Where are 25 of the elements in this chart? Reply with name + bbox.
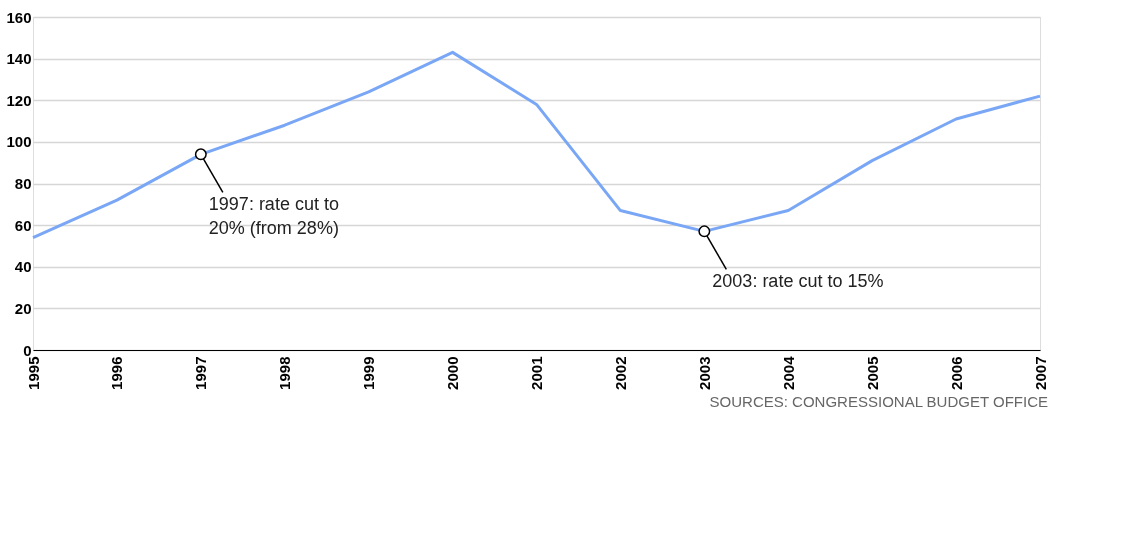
x-tick-label: 1999	[360, 356, 378, 390]
x-tick-label: 2001	[528, 356, 545, 390]
y-tick-label: 60	[14, 216, 32, 234]
annotation: 1997: rate cut to 20% (from 28%)	[208, 194, 339, 239]
y-tick-label: 80	[14, 175, 32, 192]
y-tick-label: 100	[6, 133, 32, 151]
x-tick-label: 1998	[276, 356, 294, 390]
x-tick-label: 1995	[24, 356, 42, 390]
y-tick-label: 40	[14, 258, 32, 276]
y-tick-label: 120	[6, 91, 32, 109]
x-tick-label: 2003	[695, 356, 713, 390]
line-series	[31, 50, 1042, 240]
y-tick-label: 140	[6, 50, 32, 68]
y-tick-label: 20	[14, 299, 32, 317]
x-tick-label: 2002	[611, 356, 629, 390]
x-tick-label: 2006	[947, 356, 965, 390]
annotation: 2003: rate cut to 15%	[712, 271, 884, 292]
x-tick-label: 1996	[108, 356, 126, 390]
x-tick-label: 2007	[1031, 356, 1049, 390]
x-tick-label: 2000	[444, 356, 462, 390]
x-tick-label: 1997	[192, 356, 210, 390]
x-tick-label: 2005	[863, 356, 881, 390]
source-note: SOURCES: CONGRESSIONAL BUDGET OFFICE	[709, 393, 1048, 411]
x-tick-label: 2004	[779, 355, 797, 390]
y-tick-label: 160	[6, 8, 32, 26]
